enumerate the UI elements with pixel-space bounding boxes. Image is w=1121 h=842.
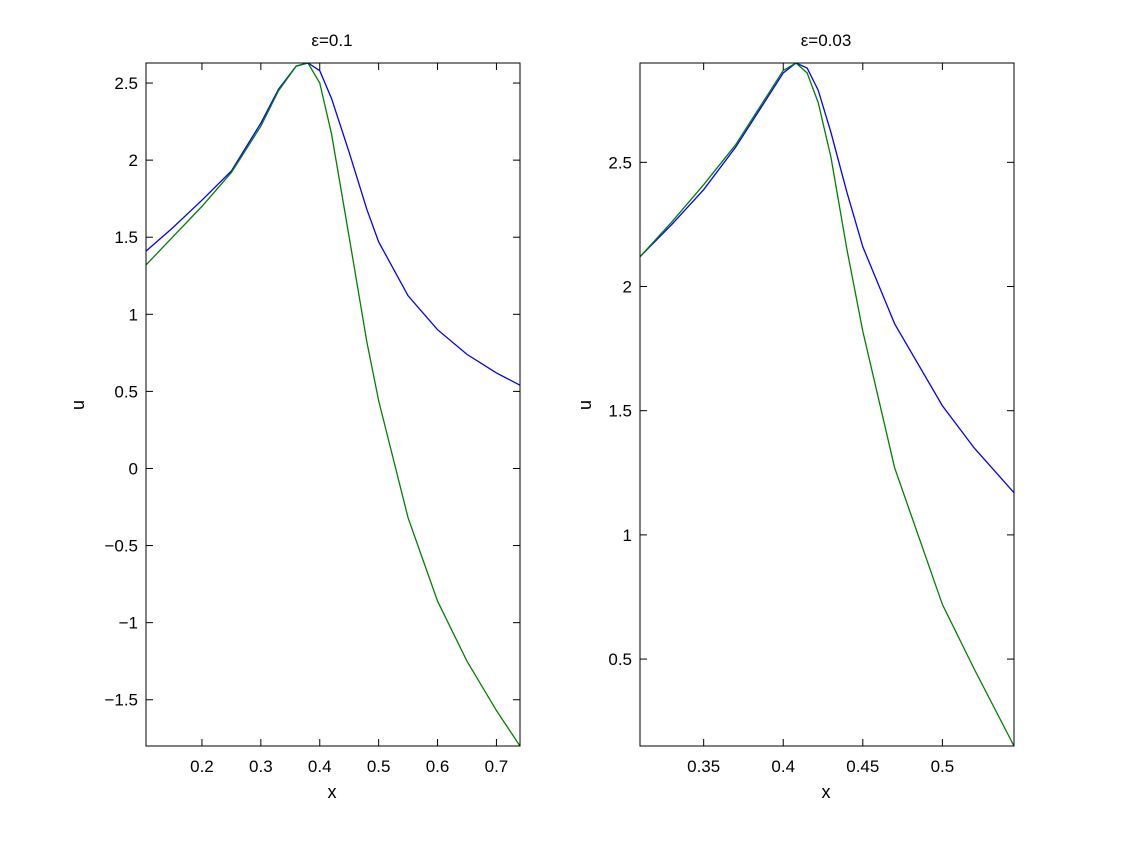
left-subplot-ytick-label: −0.5 <box>104 537 138 556</box>
right-subplot-xtick-label: 0.35 <box>687 757 720 776</box>
left-subplot-ytick-label: 2.5 <box>114 74 138 93</box>
left-subplot-ytick-label: 1 <box>129 305 138 324</box>
left-subplot-ytick-label: 0 <box>129 459 138 478</box>
right-subplot: ε=0.03 x u 0.35 0.4 0.45 0.5 0.5 1 1.5 2 2.5 <box>575 31 1015 802</box>
right-subplot-ytick-label: 1 <box>623 526 632 545</box>
left-subplot-xtick-label: 0.2 <box>190 757 214 776</box>
left-subplot: ε=0.1 x u 0.2 0.3 0.4 0.5 0.6 0.7 −1.5 −1 −0.5 0 0… <box>68 31 521 802</box>
right-subplot-title: ε=0.03 <box>801 31 852 50</box>
left-subplot-xlabel: x <box>328 782 337 802</box>
left-subplot-series-1-line <box>146 63 520 386</box>
right-subplot-ytick-label: 2 <box>623 278 632 297</box>
left-subplot-ytick-label: −1 <box>119 614 138 633</box>
right-subplot-axes-box <box>639 62 1015 747</box>
left-subplot-xtick-label: 0.3 <box>249 757 273 776</box>
left-subplot-xtick-label: 0.7 <box>485 757 509 776</box>
left-subplot-xtick-label: 0.6 <box>426 757 450 776</box>
left-subplot-xtick-label: 0.4 <box>308 757 332 776</box>
left-subplot-title: ε=0.1 <box>311 31 352 50</box>
left-subplot-ytick-label: 1.5 <box>114 228 138 247</box>
left-subplot-ytick-label: −1.5 <box>104 691 138 710</box>
left-subplot-ytick-label: 0.5 <box>114 382 138 401</box>
right-subplot-xtick-label: 0.4 <box>771 757 795 776</box>
left-subplot-axes-box <box>145 62 521 747</box>
left-subplot-ylabel: u <box>68 400 88 410</box>
right-subplot-series-2-line <box>640 63 1014 746</box>
right-subplot-xtick-label: 0.45 <box>846 757 879 776</box>
left-subplot-series-2-line <box>146 63 520 746</box>
left-subplot-xtick-label: 0.5 <box>367 757 391 776</box>
right-subplot-ytick-label: 1.5 <box>608 402 632 421</box>
right-subplot-xlabel: x <box>822 782 831 802</box>
right-subplot-series-1-line <box>640 63 1014 494</box>
left-subplot-ytick-label: 2 <box>129 151 138 170</box>
right-subplot-ytick-label: 2.5 <box>608 153 632 172</box>
right-subplot-xtick-label: 0.5 <box>931 757 955 776</box>
right-subplot-ylabel: u <box>575 400 595 410</box>
right-subplot-ytick-label: 0.5 <box>608 650 632 669</box>
